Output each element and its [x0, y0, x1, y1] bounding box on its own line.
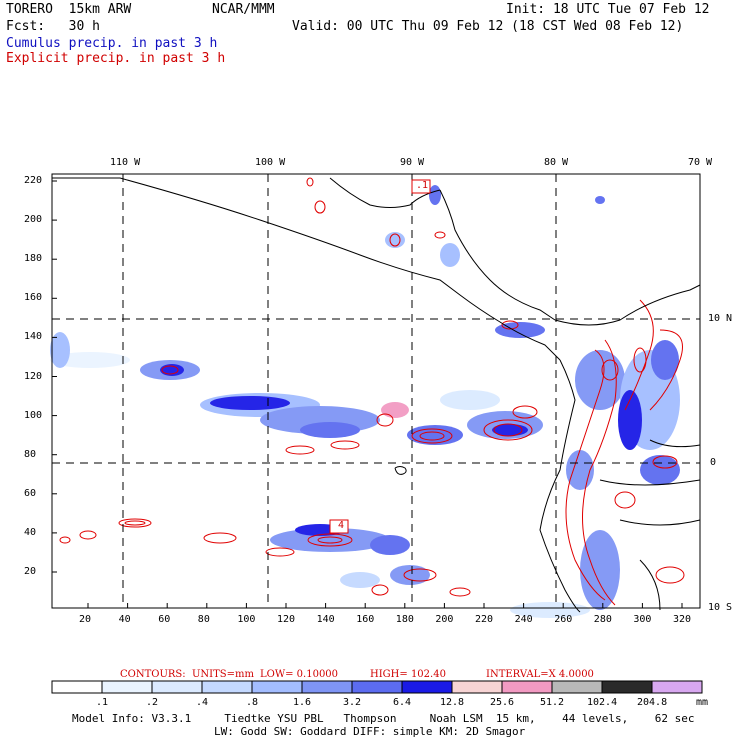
x-tick-label: 200 — [435, 614, 454, 625]
x-tick-label: 120 — [277, 614, 296, 625]
x-tick-label: 80 — [197, 614, 210, 625]
y-tick-label: 40 — [24, 526, 37, 538]
lon-label-80w: 80 W — [544, 157, 569, 168]
y-tick-label: 180 — [24, 253, 43, 265]
lat-label-10n: 10 N — [708, 313, 733, 324]
x-tick-label: 20 — [79, 614, 92, 625]
x-tick-label: 160 — [356, 614, 375, 625]
colorbar-swatch — [151, 680, 203, 694]
footer-model-info: Model Info: V3.3.1 Tiedtke YSU PBL Thomp… — [72, 712, 695, 725]
y-tick-label: 100 — [24, 409, 43, 421]
x-tick-label: 100 — [237, 614, 256, 625]
contours-caption: CONTOURS: — [120, 669, 186, 680]
lon-label-100w: 100 W — [255, 157, 286, 168]
lat-label-0: 0 — [710, 457, 717, 468]
colorbar-swatch — [251, 680, 303, 694]
colorbar-level-label: 51.2 — [539, 697, 565, 708]
x-tick-label: 260 — [554, 614, 573, 625]
init-time: Init: 18 UTC Tue 07 Feb 12 — [506, 2, 710, 17]
colorbar-swatch — [551, 680, 603, 694]
colorbar-swatch — [351, 680, 403, 694]
y-tick-label: 80 — [24, 448, 37, 460]
contour-label-boxes — [329, 179, 431, 534]
colorbar-swatch — [101, 680, 153, 694]
colorbar-swatch — [601, 680, 653, 694]
colorbar-swatch — [201, 680, 253, 694]
lat-lon-grid — [52, 174, 700, 608]
y-tick-label: 160 — [24, 292, 43, 304]
organization: NCAR/MMM — [212, 2, 275, 17]
lon-label-70w: 70 W — [688, 157, 713, 168]
x-tick-label: 240 — [514, 614, 533, 625]
x-tick-label: 300 — [633, 614, 652, 625]
y-tick-label: 60 — [24, 487, 37, 499]
y-tick-label: 220 — [24, 175, 43, 186]
colorbar-unit: mm — [696, 697, 709, 708]
colorbar-level-label: .4 — [195, 697, 209, 708]
contour-label-2: 4 — [338, 520, 345, 531]
colorbar-swatch — [501, 680, 553, 694]
colorbar-level-label: .2 — [145, 697, 159, 708]
colorbar-swatch — [651, 680, 703, 694]
y-tick-label: 140 — [24, 331, 43, 343]
colorbar-level-label: .1 — [95, 697, 109, 708]
valid-time: Valid: 00 UTC Thu 09 Feb 12 (18 CST Wed … — [292, 19, 684, 34]
colorbar — [51, 680, 703, 694]
lon-label-110w: 110 W — [110, 157, 141, 168]
lat-label-10s: 10 S — [708, 602, 733, 613]
colorbar-level-label: .8 — [245, 697, 259, 708]
contours-high: HIGH= 102.40 — [370, 669, 446, 680]
colorbar-swatch — [451, 680, 503, 694]
colorbar-swatch — [51, 680, 103, 694]
colorbar-level-label: 12.8 — [439, 697, 465, 708]
map-frame — [51, 173, 701, 609]
contours-units: UNITS=mm — [192, 669, 254, 680]
colorbar-level-label: 6.4 — [392, 697, 412, 708]
colorbar-level-label: 102.4 — [587, 697, 618, 708]
contours-low: LOW= 0.10000 — [260, 669, 339, 680]
coastlines — [52, 177, 701, 613]
explicit-precip-contours — [59, 177, 685, 606]
colorbar-swatch — [301, 680, 353, 694]
y-tick-label: 200 — [24, 214, 43, 226]
model-name: TORERO 15km ARW — [6, 2, 132, 17]
colorbar-level-label: 25.6 — [489, 697, 515, 708]
colorbar-level-label: 204.8 — [637, 697, 668, 708]
x-tick-label: 320 — [673, 614, 692, 625]
field-cumulus-title: Cumulus precip. in past 3 h — [6, 36, 218, 51]
field-explicit-title: Explicit precip. in past 3 h — [6, 51, 226, 66]
contour-label-1: .1 — [416, 180, 429, 191]
lon-label-90w: 90 W — [400, 157, 425, 168]
x-tick-label: 220 — [475, 614, 494, 625]
colorbar-swatch — [401, 680, 453, 694]
x-tick-label: 40 — [118, 614, 131, 625]
footer-physics-info: LW: Godd SW: Goddard DIFF: simple KM: 2D… — [214, 725, 526, 738]
x-tick-label: 280 — [593, 614, 612, 625]
y-tick-label: 120 — [24, 370, 43, 382]
x-tick-label: 140 — [316, 614, 335, 625]
forecast-hour: Fcst: 30 h — [6, 19, 100, 34]
x-tick-label: 180 — [395, 614, 414, 625]
colorbar-level-label: 3.2 — [342, 697, 362, 708]
x-tick-label: 60 — [158, 614, 171, 625]
y-tick-label: 20 — [24, 566, 37, 577]
colorbar-level-label: 1.6 — [292, 697, 312, 708]
axis-ticks — [52, 180, 683, 608]
cumulus-precip-shading — [50, 185, 680, 618]
contours-interval: INTERVAL=X 4.0000 — [486, 669, 594, 680]
